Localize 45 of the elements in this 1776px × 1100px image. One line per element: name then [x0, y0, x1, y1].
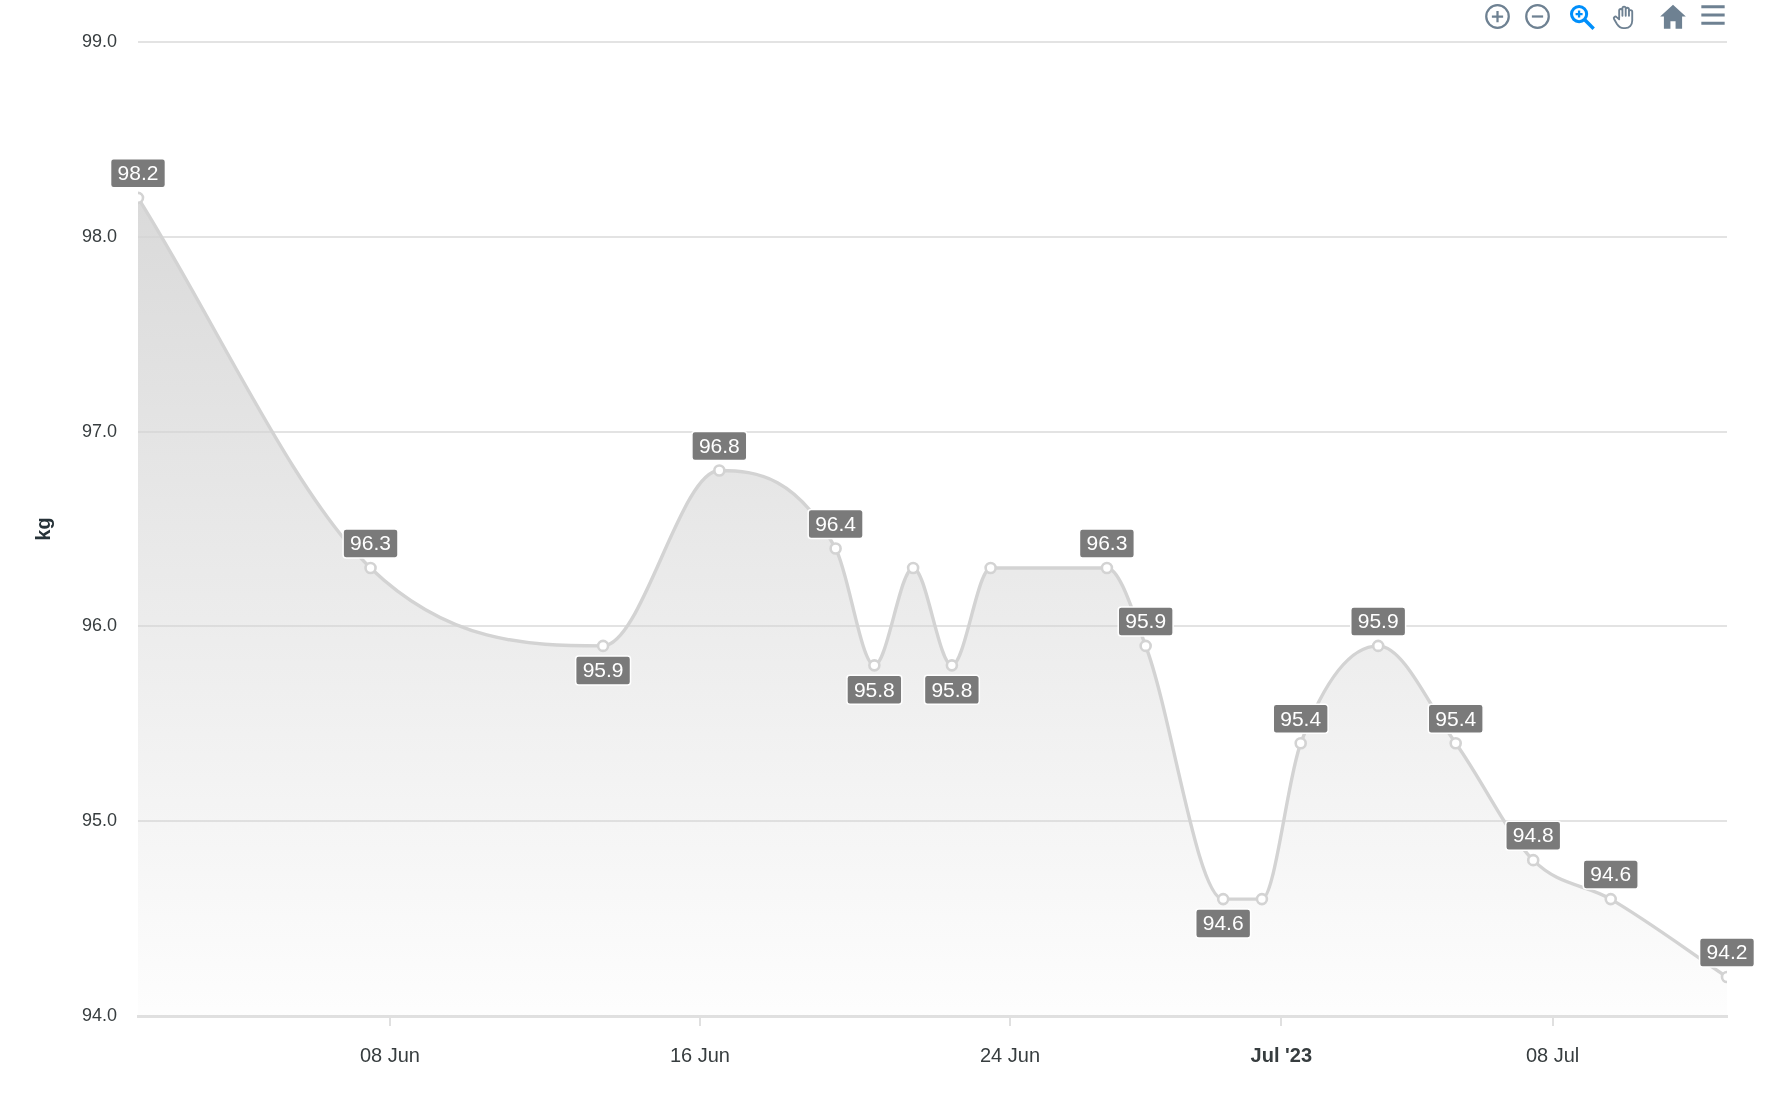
y-tick-label: 99.0 [81, 30, 117, 51]
point [1216, 892, 1230, 906]
y-tick-label: 98.0 [81, 225, 117, 246]
y-axis-title: kg [31, 517, 54, 541]
data-label: 98.2 [117, 161, 159, 185]
point [1255, 892, 1269, 906]
point [1604, 892, 1618, 906]
point [1449, 736, 1463, 750]
data-label: 94.8 [1512, 823, 1554, 847]
point [713, 464, 726, 477]
data-label: 95.8 [931, 677, 973, 701]
data-label: 95.9 [582, 658, 624, 682]
point [1371, 639, 1385, 653]
point [1100, 561, 1114, 575]
point [596, 639, 610, 653]
y-tick-label: 95.0 [81, 810, 117, 831]
x-tick-label: Jul '23 [1250, 1043, 1313, 1066]
data-label: 95.9 [1357, 609, 1399, 633]
point [906, 561, 920, 575]
point [1294, 736, 1307, 750]
x-tick-label: 16 Jun [669, 1043, 730, 1066]
point [868, 659, 881, 672]
point [1526, 853, 1540, 867]
point [945, 659, 959, 672]
y-tick-label: 96.0 [81, 615, 117, 636]
x-tick-label: 24 Jun [979, 1043, 1041, 1066]
y-tick-label: 94.0 [81, 1004, 117, 1025]
data-label: 95.8 [853, 677, 895, 701]
point [829, 542, 842, 555]
x-tick-label: 08 Jun [359, 1043, 420, 1066]
data-label: 94.2 [1706, 940, 1748, 964]
data-label: 96.3 [350, 531, 391, 555]
data-label: 96.3 [1086, 531, 1128, 555]
y-tick-label: 97.0 [81, 420, 117, 441]
point [1139, 639, 1152, 653]
point [984, 561, 997, 575]
data-label: 95.4 [1435, 706, 1477, 730]
data-label: 96.4 [815, 511, 857, 535]
data-label: 95.4 [1280, 706, 1322, 730]
data-label: 94.6 [1202, 911, 1244, 935]
data-label: 95.9 [1125, 609, 1167, 633]
point [364, 561, 377, 575]
data-label: 96.8 [698, 433, 740, 457]
x-tick-label: 08 Jul [1525, 1043, 1580, 1066]
data-label: 94.6 [1590, 862, 1632, 886]
